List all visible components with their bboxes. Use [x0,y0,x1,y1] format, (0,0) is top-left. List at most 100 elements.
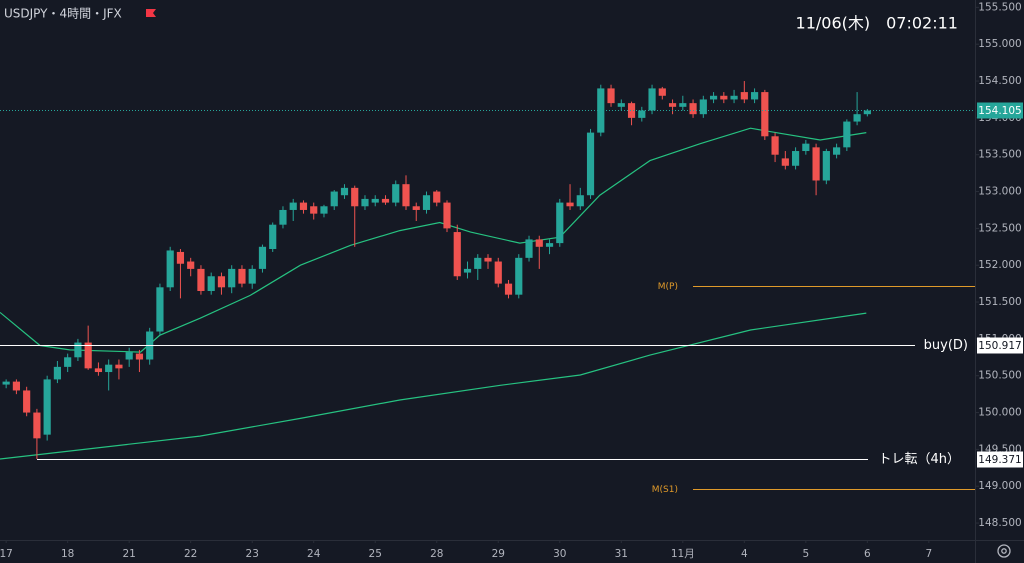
candle-body [53,366,62,380]
candle-body [566,202,574,207]
candle-body [125,352,133,360]
candle-body [94,368,103,373]
candle-body [43,379,51,435]
x-tick-label: 4 [741,548,748,560]
candle-body [166,250,174,288]
x-tick-label: 5 [802,548,809,560]
candle-body [576,195,584,207]
candle-body [12,381,20,391]
candle-body [2,381,10,385]
candle-body [33,412,41,439]
candle-body [269,224,277,250]
price-box-label: 149.371 [978,454,1021,466]
price-box [977,337,1023,354]
candle-body [351,187,359,207]
moving-average [0,312,867,460]
y-tick-label: 153.000 [978,186,1021,198]
candle-body [812,147,820,181]
candle-body [279,209,287,225]
candle-body [504,283,513,295]
candle-body [607,88,615,104]
candle-body [833,147,841,155]
y-tick-label: 153.500 [978,149,1021,161]
x-tick-label: 17 [0,548,13,560]
candle-body [730,95,738,100]
level-label: トレ転（4h） [878,452,960,467]
candle-body [781,158,789,166]
flag-icon [146,9,156,17]
x-tick-label: 25 [369,548,382,560]
x-tick-label: 30 [553,548,566,560]
candle-body [515,257,523,295]
candle-body [668,103,677,107]
candle-body [709,95,718,100]
y-tick-label: 150.000 [978,407,1021,419]
candle-body [484,257,492,262]
candle-body [720,95,728,100]
candle-body [658,88,666,96]
candle-body [463,268,472,273]
candle-body [64,357,72,367]
candle-body [238,268,246,284]
candle-body [187,261,195,269]
y-tick-label: 154.500 [978,75,1021,87]
candle-body [750,92,759,100]
level-label: M(P) [658,282,678,292]
candle-body [638,110,646,118]
candle-body [197,268,205,291]
candle-body [115,364,123,369]
y-tick-label: 152.000 [978,259,1021,271]
level-label: buy(D) [924,338,968,353]
candle-body [23,390,31,413]
y-tick-label: 151.500 [978,296,1021,308]
candle-body [740,92,748,100]
candle-body [228,268,236,288]
candle-body [74,342,82,358]
x-tick-label: 23 [246,548,259,560]
candle-body [556,202,564,244]
candle-body [699,99,707,115]
x-tick-label: 7 [926,548,933,560]
candle-body [258,246,267,269]
candle-body [525,239,533,258]
candle-body [761,92,769,137]
candle-body [412,206,420,210]
y-tick-label: 155.000 [978,38,1021,50]
candle-body [617,103,625,107]
x-tick-label: 28 [430,548,443,560]
candle-body [402,184,410,207]
candle-body [320,206,328,214]
candle-body [791,151,800,166]
x-tick-label: 11月 [671,548,695,560]
candle-body [843,121,851,148]
candle-body [679,103,687,107]
candle-body [689,103,697,115]
candle-body [392,184,400,203]
candle-body [217,276,226,288]
candle-body [771,136,779,155]
candle-body [494,261,502,284]
chart-title: USDJPY・4時間・JFX [4,7,122,21]
candle-body [422,195,431,210]
candle-body [545,243,554,247]
settings-icon[interactable] [997,544,1011,558]
candle-body [299,202,308,210]
price-box [977,451,1023,468]
x-tick-label: 6 [864,548,871,560]
x-tick-label: 24 [307,548,321,560]
timestamp: 11/06(木) 07:02:11 [796,14,958,33]
candle-body [176,251,185,264]
candle-body [474,257,482,269]
plot-area: buy(D) トレ転（4h） M(P) M(S1) [0,81,975,495]
candle-body [330,191,338,207]
y-tick-label: 155.500 [978,1,1021,13]
candle-body [381,198,390,203]
candle-body [340,187,349,196]
x-tick-label: 31 [615,548,628,560]
candle-body [535,239,543,247]
x-tick-label: 21 [122,548,135,560]
y-tick-label: 149.000 [978,480,1021,492]
candle-body [627,103,636,118]
